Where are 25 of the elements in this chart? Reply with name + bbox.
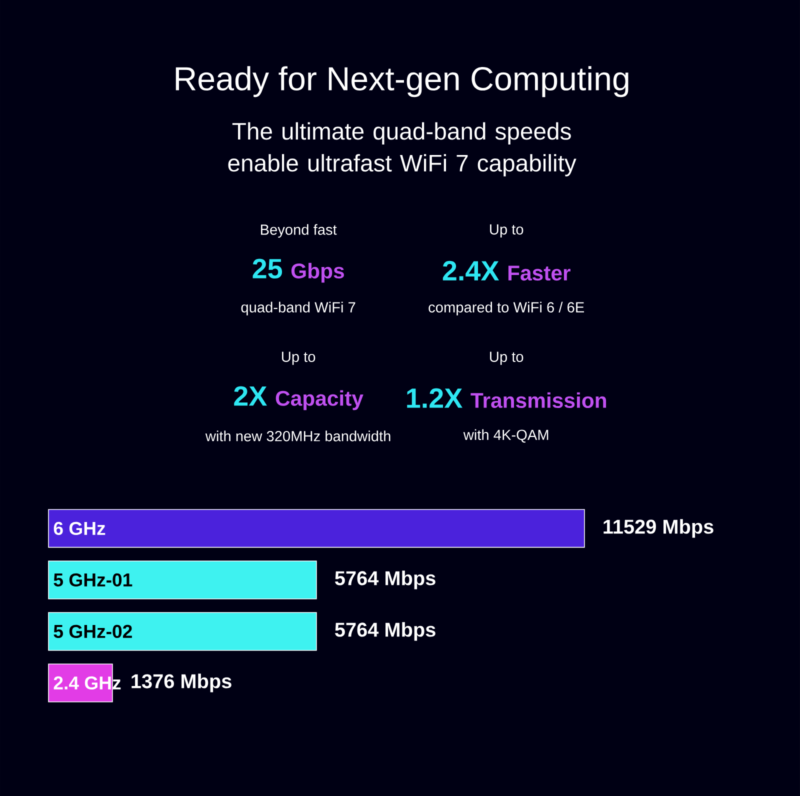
y-tick-label: 6 GHz	[54, 522, 106, 535]
text: 1.2X	[407, 388, 462, 408]
text: with new 320MHz bandwidth	[205, 430, 390, 442]
data-label: 5764 Mbps	[335, 570, 436, 590]
text: Up to	[282, 352, 316, 365]
text: Up to	[490, 352, 524, 365]
text: Gbps	[291, 262, 344, 283]
text: Faster	[508, 266, 570, 280]
text: quad-band WiFi 7	[241, 302, 356, 316]
chart-subtitle: The ultimate quad-band speeds enable ultrafast WiFi 7 capability	[228, 122, 576, 176]
text: 2X	[234, 386, 267, 406]
text: 2.4X	[442, 260, 500, 280]
data-label: 5764 Mbps	[335, 622, 436, 641]
data-label: 11529 Mbps	[604, 519, 714, 538]
y-tick-label: 5 GHz-02	[54, 624, 132, 638]
text: Beyond fast	[260, 224, 337, 238]
text: with 4K-QAM	[463, 429, 548, 442]
text: Transmission	[470, 392, 606, 408]
chart-title: Ready for Next-gen Computing	[176, 66, 628, 97]
data-label: 1376 Mbps	[132, 674, 232, 692]
text: compared to WiFi 6 / 6E	[428, 302, 584, 316]
text: Up to	[490, 224, 524, 238]
y-tick-label: 5 GHz-01	[54, 573, 132, 586]
text: 25	[252, 258, 282, 278]
text: Capacity	[276, 390, 364, 410]
